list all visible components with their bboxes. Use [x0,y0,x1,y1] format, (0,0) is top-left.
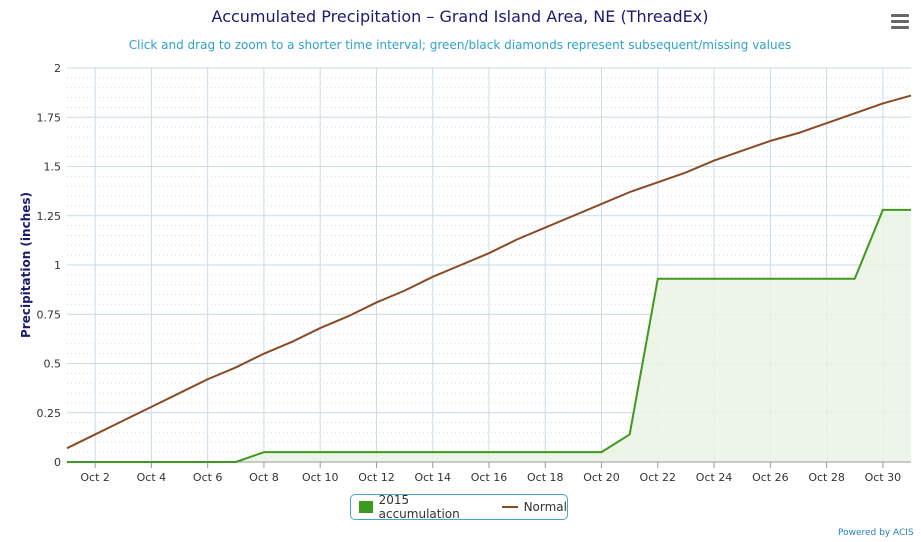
credits-link[interactable]: Powered by ACIS [838,528,914,538]
x-tick-label: Oct 24 [696,471,733,484]
normal-line-swatch [501,506,518,508]
chart-legend: 2015 accumulation Normal [350,493,568,521]
y-tick-label: 1.75 [37,111,62,124]
x-tick-label: Oct 28 [808,471,845,484]
menu-bar-top [891,14,909,17]
legend-item-2015-accumulation[interactable]: 2015 accumulation [359,493,484,521]
x-tick-label: Oct 20 [583,471,620,484]
legend-label-normal: Normal [523,500,567,514]
hamburger-menu-icon[interactable] [891,14,909,30]
y-tick-label: 0.25 [37,407,62,420]
accumulation-series-line[interactable] [67,208,911,463]
y-tick-label: 1.25 [37,210,62,223]
plot-area[interactable]: 0 0.25 0.5 0.75 1 1.25 1.5 1.75 2 Oct 2 Oct 4 Oct 6… [37,62,912,484]
accumulation-swatch [359,501,373,513]
y-tick-label: 1.5 [44,161,62,174]
y-tick-label: 0.75 [37,308,62,321]
accumulation-area-fill [67,209,911,462]
y-tick-label: 0.5 [44,358,62,371]
x-tick-label: Oct 26 [752,471,789,484]
x-tick-label: Oct 30 [865,471,902,484]
x-tick-label: Oct 10 [302,471,339,484]
y-tick-label: 1 [54,259,61,272]
menu-bar-middle [891,20,909,23]
x-tick-label: Oct 4 [137,471,167,484]
chart-title: Accumulated Precipitation – Grand Island… [212,7,709,26]
x-tick-label: Oct 14 [414,471,451,484]
x-tick-label: Oct 8 [249,471,279,484]
x-tick-label: Oct 16 [471,471,508,484]
y-tick-label: 2 [54,62,61,75]
chart-subtitle: Click and drag to zoom to a shorter time… [129,38,791,52]
legend-label-accumulation: 2015 accumulation [378,493,460,521]
x-tick-label: Oct 18 [527,471,564,484]
legend-item-normal[interactable]: Normal [501,500,567,514]
menu-bar-bottom [891,26,909,29]
x-tick-label: Oct 12 [358,471,395,484]
normal-series-line[interactable] [66,94,912,450]
x-tick-label: Oct 6 [193,471,223,484]
y-tick-label: 0 [54,456,61,469]
y-axis-label: Precipitation (inches) [19,192,33,338]
x-tick-label: Oct 2 [80,471,110,484]
x-tick-label: Oct 22 [640,471,677,484]
